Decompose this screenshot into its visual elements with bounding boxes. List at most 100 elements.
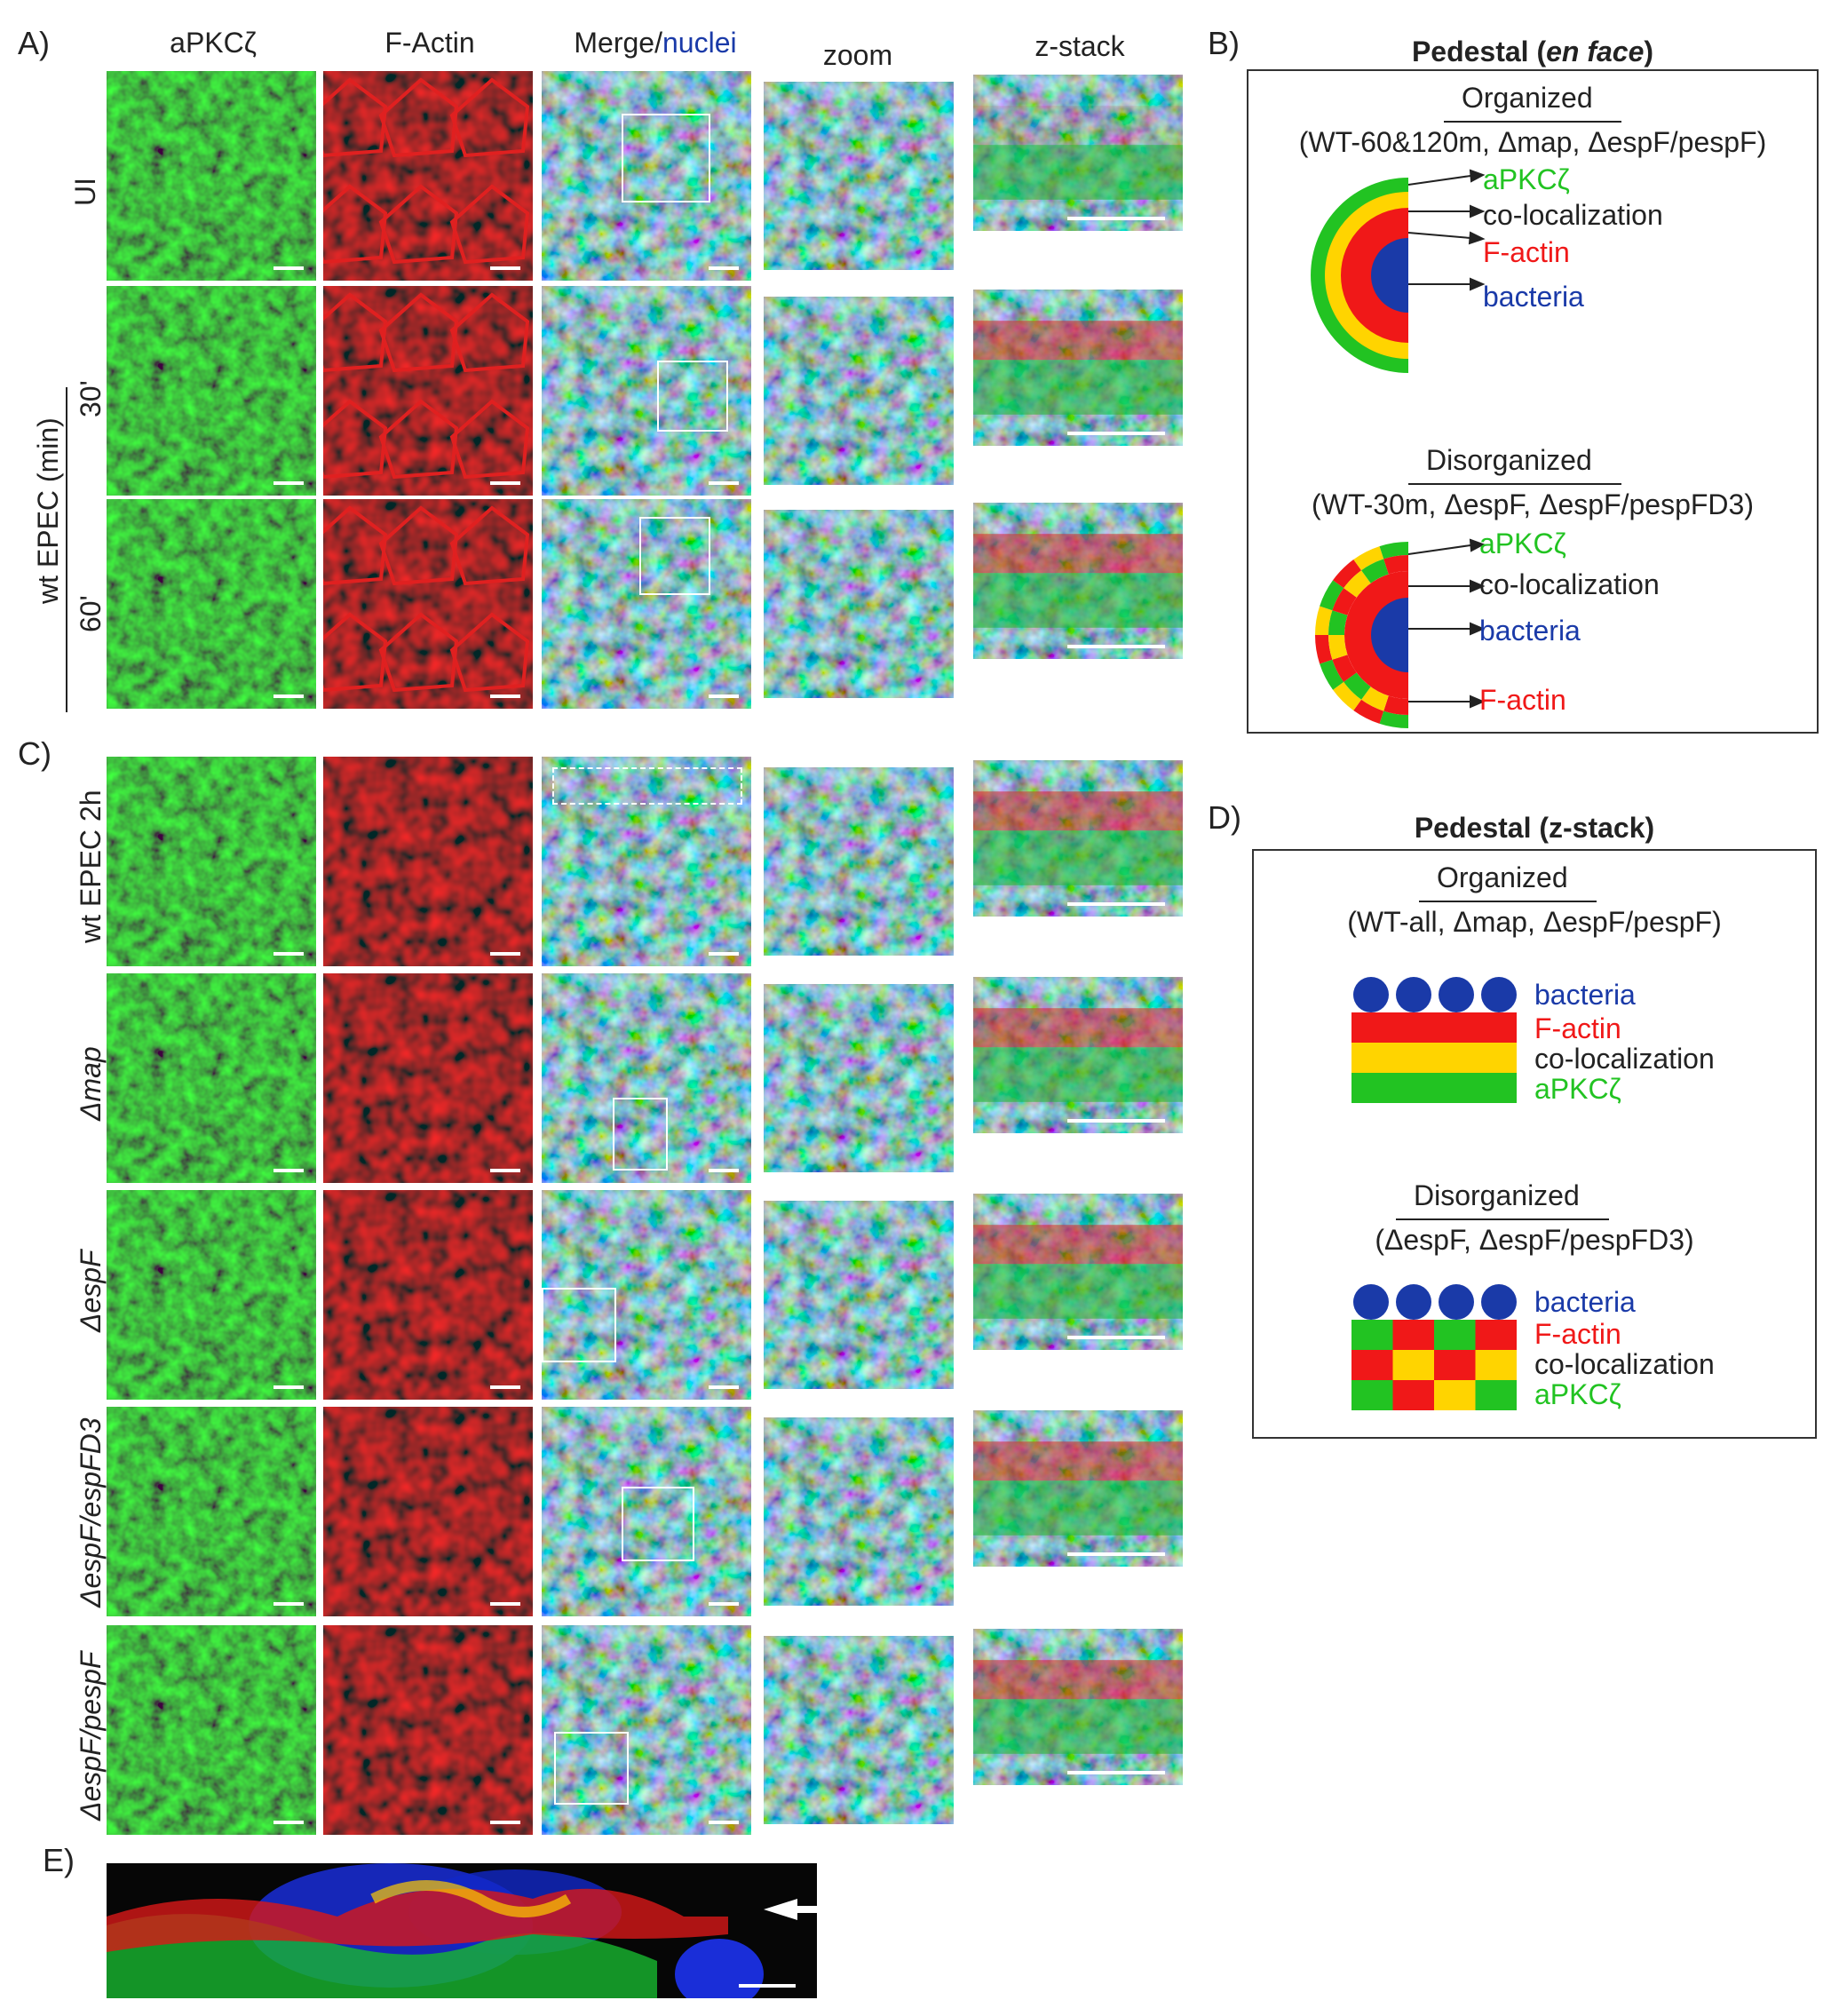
mosaic-segment <box>1344 570 1371 598</box>
checker-cell <box>1392 1380 1434 1410</box>
mosaic-segment <box>1328 635 1348 660</box>
scale-bar <box>1067 432 1165 435</box>
zoom-region-box <box>622 114 710 202</box>
box-b-title-italic: en face <box>1546 36 1645 67</box>
box-d-organized-conditions: (WT-all, Δmap, ΔespF/pespF) <box>1347 906 1722 938</box>
organized-z-label-coloc: co-localization <box>1534 1043 1715 1075</box>
panel-label-c: C) <box>18 735 52 772</box>
mosaic-segment <box>1320 659 1344 690</box>
mosaic-segment <box>1383 695 1408 715</box>
row-label-60: 60' <box>75 595 107 632</box>
disorganized-pedestal-diagram <box>1315 542 1408 728</box>
disorganized-z-label-bacteria: bacteria <box>1534 1286 1636 1318</box>
column-header-merge: Merge/nuclei <box>540 27 771 60</box>
box-b-disorganized-title: Disorganized <box>1426 444 1592 476</box>
micrograph-wt2h-apkc <box>107 757 316 966</box>
organized-label-apkc: aPKCζ <box>1483 163 1570 195</box>
micrograph-espfd3-zstack <box>973 1410 1183 1567</box>
merge-label: Merge/ <box>574 27 662 59</box>
scale-bar <box>709 1821 739 1824</box>
mosaic-segment <box>1361 559 1389 583</box>
micrograph-wt2h-merge <box>542 757 751 966</box>
micrograph-60-apkc <box>107 499 316 709</box>
scale-bar <box>490 1169 520 1172</box>
micrograph-ui-factin <box>323 71 533 281</box>
column-header-factin: F-Actin <box>384 27 475 59</box>
disorganized-z-label-apkc: aPKCζ <box>1534 1378 1621 1410</box>
mosaic-segment <box>1361 687 1389 711</box>
mosaic-segment <box>1332 655 1357 682</box>
micrograph-espf-zstack <box>973 1194 1183 1350</box>
box-d-organized-underline <box>1419 901 1597 902</box>
scale-bar <box>273 266 304 270</box>
mosaic-segment <box>1332 588 1357 615</box>
scale-bar <box>490 1821 520 1824</box>
micrograph-map-factin <box>323 973 533 1183</box>
panel-label-a: A) <box>18 25 50 61</box>
disorganized-z-label-factin: F-actin <box>1534 1318 1621 1350</box>
column-header-zstack: z-stack <box>1034 30 1125 62</box>
checker-cell <box>1392 1320 1434 1350</box>
mosaic-segment <box>1315 635 1333 664</box>
zoom-region-box <box>639 517 710 595</box>
row-group-bracket <box>66 387 67 712</box>
bacteria-circle <box>1481 1284 1517 1320</box>
micrograph-wt2h-factin <box>323 757 533 966</box>
micrograph-ui-merge <box>542 71 751 281</box>
panel-label-e: E) <box>43 1842 75 1878</box>
scale-bar <box>709 952 739 956</box>
micrograph-espf-merge <box>542 1190 751 1400</box>
scale-bar <box>273 481 304 485</box>
mosaic-segment <box>1320 580 1344 611</box>
mosaic-segment <box>1315 606 1333 635</box>
micrograph-ui-zstack <box>973 75 1183 231</box>
mosaic-segment <box>1333 560 1362 589</box>
micrograph-30-zstack <box>973 290 1183 446</box>
micrograph-60-zstack <box>973 503 1183 659</box>
micrograph-pespf-factin <box>323 1625 533 1835</box>
micrograph-espfd3-zoom <box>764 1417 954 1606</box>
disorganized-zstack-diagram <box>1351 1284 1517 1410</box>
scale-bar <box>709 481 739 485</box>
checker-cell <box>1475 1320 1517 1350</box>
bacteria-circle <box>1396 1284 1431 1320</box>
micrograph-30-apkc <box>107 286 316 496</box>
micrograph-pespf-merge <box>542 1625 751 1835</box>
disorganized-label-apkc: aPKCζ <box>1479 528 1566 560</box>
organized-z-label-factin: F-actin <box>1534 1012 1621 1044</box>
micrograph-map-zoom <box>764 984 954 1172</box>
checker-cell <box>1351 1380 1393 1410</box>
organized-z-label-apkc: aPKCζ <box>1534 1073 1621 1105</box>
organized-label-bacteria: bacteria <box>1483 281 1584 313</box>
row-label-espf-pespf: ΔespF/pespF <box>75 1651 107 1821</box>
scale-bar <box>709 1169 739 1172</box>
checker-cell <box>1475 1380 1517 1410</box>
box-b-disorganized-underline <box>1408 483 1621 485</box>
checker-cell <box>1392 1350 1434 1380</box>
row-label-30: 30' <box>75 380 107 417</box>
mosaic-segment <box>1379 710 1408 728</box>
checker-cell <box>1434 1350 1476 1380</box>
scale-bar <box>490 481 520 485</box>
micrograph-wt2h-zoom <box>764 767 954 956</box>
box-d-disorganized-title: Disorganized <box>1414 1179 1580 1211</box>
row-label-wt-epec-min: wt EPEC (min) <box>32 417 64 604</box>
disorganized-z-label-coloc: co-localization <box>1534 1348 1715 1380</box>
organized-zstack-diagram <box>1351 977 1517 1103</box>
checker-cell <box>1351 1350 1393 1380</box>
box-d-disorganized-conditions: (ΔespF, ΔespF/pespFD3) <box>1375 1224 1694 1256</box>
box-b-organized-title: Organized <box>1462 82 1593 114</box>
disorganized-label-coloc: co-localization <box>1479 568 1660 600</box>
micrograph-pespf-zoom <box>764 1636 954 1824</box>
organized-arrows <box>1408 169 1486 291</box>
micrograph-wt2h-zstack <box>973 760 1183 917</box>
row-label-map: Δmap <box>75 1046 107 1121</box>
bacteria-circle <box>1439 1284 1474 1320</box>
panel-label-d: D) <box>1208 799 1241 836</box>
box-b-disorganized-conditions: (WT-30m, ΔespF, ΔespF/pespFD3) <box>1312 488 1754 520</box>
mosaic-segment <box>1353 546 1384 571</box>
column-header-apkc: aPKCζ <box>170 27 257 59</box>
disorganized-arrows <box>1408 538 1486 709</box>
schematic-box-z-stack: Pedestal (z-stack) Organized (WT-all, Δm… <box>1252 812 1817 1439</box>
mosaic-segment <box>1328 610 1348 635</box>
